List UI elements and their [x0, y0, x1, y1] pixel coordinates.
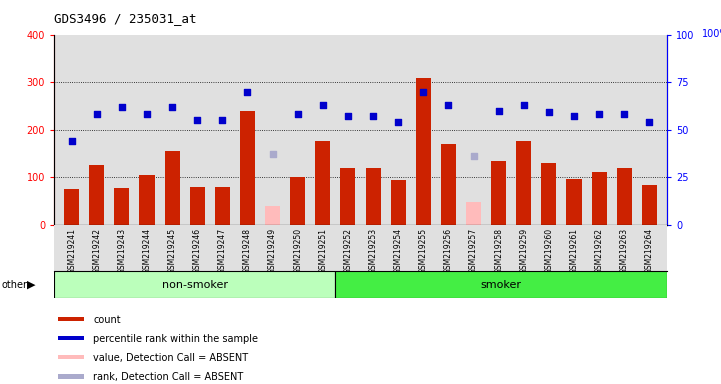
Text: count: count: [93, 315, 120, 325]
Point: [392, 119, 404, 125]
Text: GSM219247: GSM219247: [218, 228, 227, 275]
Text: GSM219250: GSM219250: [293, 228, 302, 275]
Text: other: other: [1, 280, 27, 290]
Bar: [58, 336, 84, 340]
Text: GSM219259: GSM219259: [519, 228, 528, 275]
Text: non-smoker: non-smoker: [162, 280, 228, 290]
Bar: [139, 175, 154, 225]
Bar: [567, 179, 582, 225]
Point: [644, 119, 655, 125]
Text: GSM219242: GSM219242: [92, 228, 101, 274]
Point: [568, 113, 580, 119]
Point: [192, 117, 203, 123]
Y-axis label: 100%: 100%: [702, 29, 721, 39]
Point: [493, 108, 505, 114]
Text: GSM219257: GSM219257: [469, 228, 478, 275]
Bar: [642, 185, 657, 225]
Point: [417, 89, 429, 95]
Text: GSM219254: GSM219254: [394, 228, 402, 275]
Bar: [315, 141, 330, 225]
Bar: [290, 177, 305, 225]
Text: rank, Detection Call = ABSENT: rank, Detection Call = ABSENT: [93, 372, 243, 382]
Text: percentile rank within the sample: percentile rank within the sample: [93, 334, 258, 344]
Point: [242, 89, 253, 95]
Text: GSM219252: GSM219252: [343, 228, 353, 274]
Point: [91, 111, 102, 118]
Point: [468, 153, 479, 159]
Point: [167, 104, 178, 110]
Point: [317, 102, 329, 108]
Text: GSM219260: GSM219260: [544, 228, 554, 275]
Point: [593, 111, 605, 118]
Bar: [115, 187, 130, 225]
Text: value, Detection Call = ABSENT: value, Detection Call = ABSENT: [93, 353, 248, 363]
Point: [619, 111, 630, 118]
Text: GSM219241: GSM219241: [67, 228, 76, 274]
Bar: [164, 151, 180, 225]
Text: GSM219244: GSM219244: [143, 228, 151, 275]
Text: GSM219262: GSM219262: [595, 228, 603, 274]
Bar: [366, 168, 381, 225]
Text: GDS3496 / 235031_at: GDS3496 / 235031_at: [54, 12, 197, 25]
Bar: [591, 172, 606, 225]
Bar: [441, 144, 456, 225]
Text: GSM219248: GSM219248: [243, 228, 252, 274]
Text: GSM219261: GSM219261: [570, 228, 578, 274]
Bar: [491, 161, 506, 225]
Point: [342, 113, 354, 119]
Text: GSM219256: GSM219256: [444, 228, 453, 275]
Bar: [541, 163, 557, 225]
Bar: [89, 165, 105, 225]
Point: [116, 104, 128, 110]
Point: [443, 102, 454, 108]
Bar: [240, 111, 255, 225]
Bar: [58, 355, 84, 359]
Bar: [616, 168, 632, 225]
Text: GSM219253: GSM219253: [368, 228, 378, 275]
Bar: [190, 187, 205, 225]
Point: [216, 117, 228, 123]
Text: GSM219264: GSM219264: [645, 228, 654, 275]
Text: GSM219258: GSM219258: [494, 228, 503, 274]
Bar: [416, 78, 431, 225]
Text: GSM219249: GSM219249: [268, 228, 277, 275]
Point: [292, 111, 304, 118]
Text: ▶: ▶: [27, 280, 36, 290]
Point: [543, 109, 554, 116]
Text: GSM219263: GSM219263: [620, 228, 629, 275]
Bar: [340, 168, 355, 225]
Bar: [265, 206, 280, 225]
Text: GSM219245: GSM219245: [167, 228, 177, 275]
Bar: [64, 189, 79, 225]
Text: GSM219255: GSM219255: [419, 228, 428, 275]
Text: smoker: smoker: [481, 280, 522, 290]
Point: [367, 113, 379, 119]
Bar: [54, 271, 335, 298]
Bar: [215, 187, 230, 225]
Bar: [335, 271, 667, 298]
Point: [141, 111, 153, 118]
Text: GSM219251: GSM219251: [319, 228, 327, 274]
Bar: [466, 202, 481, 225]
Point: [518, 102, 529, 108]
Bar: [516, 141, 531, 225]
Bar: [58, 374, 84, 379]
Bar: [391, 180, 406, 225]
Bar: [58, 317, 84, 321]
Point: [267, 151, 278, 157]
Point: [66, 138, 77, 144]
Text: GSM219246: GSM219246: [193, 228, 202, 275]
Text: GSM219243: GSM219243: [118, 228, 126, 275]
